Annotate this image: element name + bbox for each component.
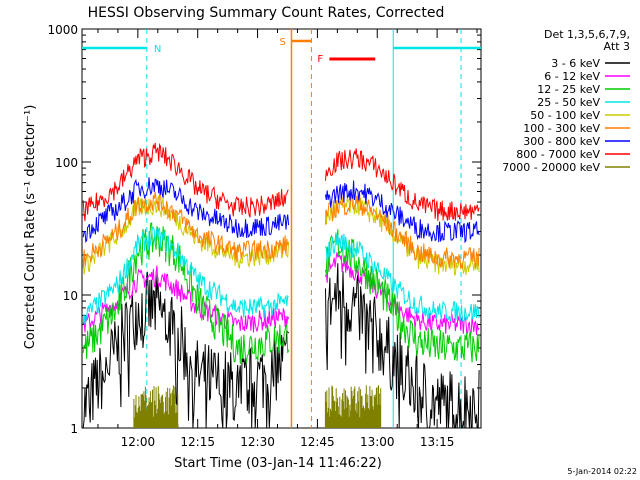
series-line (82, 226, 480, 325)
y-tick-label: 1 (70, 422, 78, 436)
series-300-800-kev (82, 177, 480, 244)
legend-label: 25 - 50 keV (537, 96, 600, 109)
legend-header: Att 3 (604, 40, 630, 53)
series-12-25-kev (82, 222, 480, 365)
x-axis-label: Start Time (03-Jan-14 11:46:22) (174, 456, 382, 471)
date-stamp: 5-Jan-2014 02:22 (567, 467, 637, 476)
legend-label: 50 - 100 keV (530, 109, 600, 122)
x-tick-label: 12:00 (121, 435, 156, 449)
y-axis-label: Corrected Count Rate (s⁻¹ detector⁻¹) (23, 105, 38, 350)
legend-label: 6 - 12 keV (544, 70, 600, 83)
legend-label: 300 - 800 keV (523, 135, 600, 148)
legend-label: 100 - 300 keV (523, 122, 600, 135)
x-tick-label: 12:45 (300, 435, 335, 449)
plot-border (81, 28, 482, 429)
x-tick-label: 13:15 (420, 435, 455, 449)
y-tick-label: 1000 (47, 23, 78, 37)
legend-label: 7000 - 20000 keV (502, 161, 600, 174)
series-line (82, 142, 480, 222)
series-3-6-kev (82, 263, 480, 429)
plot-frame (81, 28, 482, 429)
x-tick-label: 12:15 (180, 435, 215, 449)
series-800-7000-kev (82, 142, 480, 222)
series-100-300-kev (82, 190, 480, 270)
legend-label: 12 - 25 keV (537, 83, 600, 96)
legend-label: 800 - 7000 keV (516, 148, 600, 161)
legend-header: Det 1,3,5,6,7,9, (544, 28, 630, 41)
series-spikes (133, 385, 382, 428)
series-25-50-kev (82, 226, 480, 325)
y-tick-label: 10 (63, 289, 78, 303)
series-line (82, 177, 480, 244)
x-axis-ticks: 12:00 12:15 12:30 12:45 13:00 13:15 (97, 29, 478, 449)
y-tick-label: 100 (55, 156, 78, 170)
flag-label-n: N (154, 44, 161, 55)
legend-label: 3 - 6 keV (551, 57, 600, 70)
x-tick-label: 13:00 (360, 435, 395, 449)
series-7000-20000-kev (133, 385, 382, 428)
flag-label-s: S (279, 37, 285, 48)
series-line (82, 263, 480, 429)
x-tick-label: 12:30 (240, 435, 275, 449)
chart-title: HESSI Observing Summary Count Rates, Cor… (88, 5, 445, 21)
flag-label-f: F (317, 54, 323, 65)
series-line (82, 222, 480, 365)
series-line (82, 190, 480, 270)
series-lines (82, 142, 480, 429)
